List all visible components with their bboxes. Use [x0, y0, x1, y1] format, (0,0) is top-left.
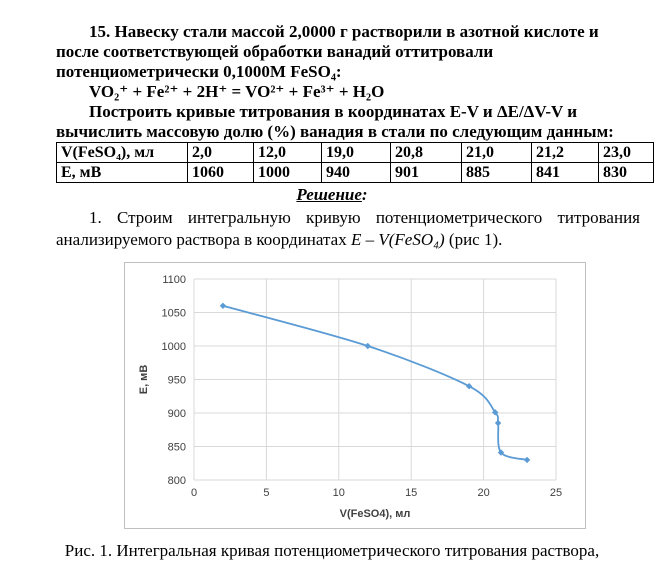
table-cell: 841 — [531, 162, 599, 183]
table-row: V(FeSO₄), мл 2,0 12,0 19,0 20,8 21,0 21,… — [56, 142, 654, 163]
table-cell: 19,0 — [321, 142, 391, 163]
data-point — [491, 409, 499, 416]
table-cell: 901 — [390, 162, 462, 183]
table-cell: 21,0 — [461, 142, 532, 163]
table-cell: 885 — [461, 162, 532, 183]
series-line — [222, 304, 528, 461]
titration-chart: 800 850 900 950 1000 1050 1100 0 5 10 15 20 25 V(FeSO… — [124, 262, 586, 529]
y-tick-label: 800 — [168, 475, 186, 487]
x-tick-label: 10 — [333, 487, 345, 499]
table-cell: 20,8 — [390, 142, 462, 163]
solution-colon: : — [361, 185, 368, 204]
table-row-header: V(FeSO₄), мл — [56, 142, 188, 163]
y-tick-label: 900 — [168, 408, 186, 420]
reaction-equation: VO₂⁺ + Fe²⁺ + 2H⁺ = VO²⁺ + Fe³⁺ + H₂O — [89, 82, 385, 101]
data-point — [523, 456, 531, 464]
y-tick-label: 1100 — [162, 274, 186, 286]
problem-line-6: вычислить массовую долю (%) ванадия в ст… — [56, 122, 614, 141]
solution-label: Решение — [296, 185, 362, 204]
table-cell: 12,0 — [253, 142, 322, 163]
x-tick-label: 5 — [263, 487, 269, 499]
table-cell: 2,0 — [187, 142, 254, 163]
x-tick-label: 25 — [550, 487, 562, 499]
x-tick-label: 0 — [191, 487, 197, 499]
problem-line-5: Построить кривые титрования в координата… — [89, 102, 578, 121]
data-point — [494, 419, 502, 427]
data-point — [364, 342, 371, 350]
problem-line-2: после соответствующей обработки ванадий … — [56, 42, 494, 61]
y-tick-label: 1050 — [162, 308, 186, 320]
y-tick-label: 950 — [168, 375, 186, 387]
problem-line-3: потенциометрически 0,1000М FeSO₄: — [56, 62, 342, 81]
x-axis-title: V(FeSO4), мл — [340, 508, 411, 520]
paragraph-line-1: 1. Строим интегральную кривую потенциоме… — [89, 208, 640, 227]
y-tick-label: 850 — [168, 442, 186, 454]
data-point — [465, 383, 473, 390]
y-axis-title: Е, мВ — [138, 365, 150, 395]
table-cell: 830 — [598, 162, 654, 183]
solution-heading: Решение: — [0, 185, 664, 205]
paragraph-line-2: анализируемого раствора в координатах Е … — [56, 229, 640, 250]
x-tick-label: 15 — [405, 487, 417, 499]
problem-line-1: 15. Навеску стали массой 2,0000 г раство… — [89, 22, 599, 41]
table-cell: 940 — [321, 162, 391, 183]
chart-svg: 800 850 900 950 1000 1050 1100 0 5 10 15 20 25 V(FeSO… — [138, 274, 562, 520]
paragraph-text: анализируемого раствора в координатах — [56, 230, 351, 249]
x-tick-label: 20 — [477, 487, 489, 499]
table-row-header: Е, мВ — [56, 162, 188, 183]
paragraph-formula: Е – V(FeSO₄) — [350, 230, 445, 249]
table-cell: 21,2 — [531, 142, 599, 163]
table-cell: 1060 — [187, 162, 254, 183]
figure-caption: Рис. 1. Интегральная кривая потенциометр… — [64, 541, 600, 560]
y-tick-label: 1000 — [162, 341, 186, 353]
titration-data-table: V(FeSO₄), мл 2,0 12,0 19,0 20,8 21,0 21,… — [56, 142, 654, 183]
table-cell: 23,0 — [598, 142, 654, 163]
paragraph-text: (рис 1). — [444, 230, 503, 249]
table-row: Е, мВ 1060 1000 940 901 885 841 830 — [56, 162, 654, 183]
data-point — [219, 302, 227, 309]
table-cell: 1000 — [253, 162, 322, 183]
